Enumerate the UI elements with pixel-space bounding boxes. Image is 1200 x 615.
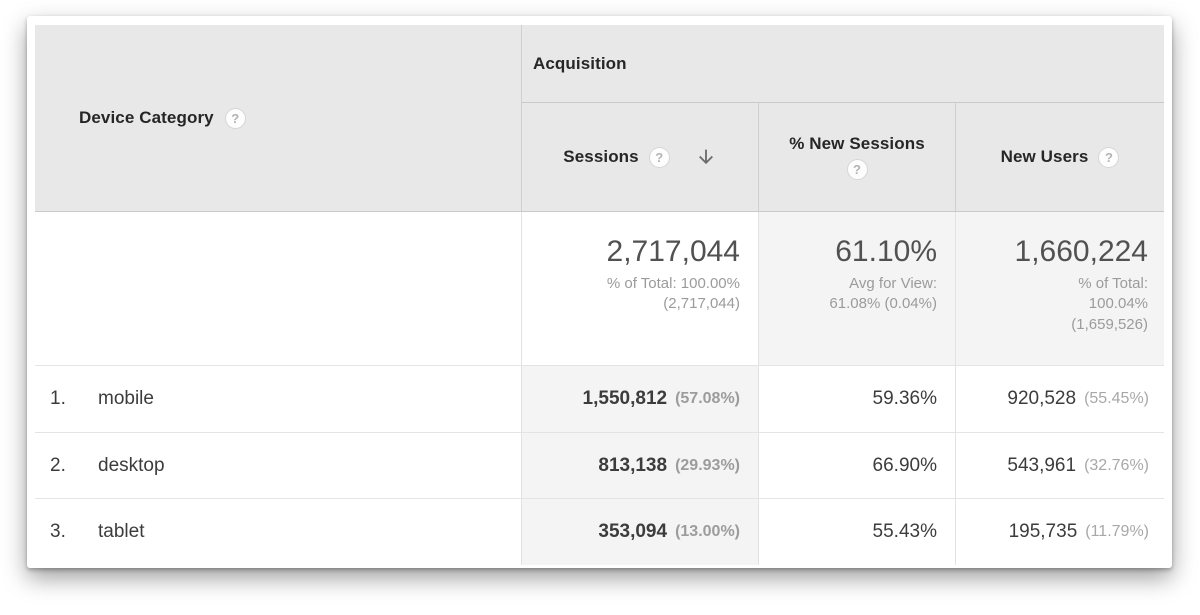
new-users-total: 1,660,224: [1014, 235, 1148, 268]
sessions-column-header[interactable]: Sessions ?: [522, 103, 759, 212]
row-index: 2.: [50, 454, 66, 476]
device-category-header: Device Category ?: [35, 25, 522, 212]
sessions-total: 2,717,044: [606, 235, 740, 268]
device-name: tablet: [98, 521, 145, 542]
sessions-cell: 1,550,812 (57.08%): [522, 366, 759, 433]
row-index: 1.: [50, 388, 66, 409]
sessions-value: 813,138: [598, 454, 668, 476]
summary-dimension-cell: [35, 212, 522, 366]
sessions-cell: 353,094 (13.00%): [522, 499, 759, 565]
sessions-percent: (13.00%): [675, 523, 740, 540]
device-name: mobile: [98, 388, 154, 409]
new-users-column-header-label[interactable]: New Users: [1000, 147, 1089, 166]
row-index: 3.: [50, 521, 66, 542]
percent-new-sessions-note: Avg for View: 61.08% (0.04%): [829, 274, 937, 313]
table-row-dimension: 3. tablet: [35, 499, 522, 565]
percent-new-sessions-cell: 55.43%: [759, 499, 956, 565]
sessions-percent: (29.93%): [675, 456, 740, 474]
sort-descending-icon[interactable]: [695, 146, 717, 168]
new-users-cell: 920,528 (55.45%): [956, 366, 1164, 433]
new-users-value: 920,528: [1007, 388, 1077, 409]
new-users-value: 543,961: [1007, 454, 1077, 476]
acquisition-device-table: Device Category ? Acquisition Sessions ?…: [35, 25, 1164, 565]
percent-new-sessions-column-header-label[interactable]: % New Sessions: [789, 134, 925, 153]
help-icon[interactable]: ?: [1098, 146, 1120, 168]
acquisition-group-header: Acquisition: [522, 25, 1164, 103]
help-icon[interactable]: ?: [846, 159, 868, 180]
sessions-column-header-label[interactable]: Sessions: [563, 147, 639, 166]
percent-new-sessions-cell: 66.90%: [759, 433, 956, 499]
percent-new-sessions-column-header[interactable]: % New Sessions ?: [759, 103, 956, 212]
percent-new-sessions-summary-cell: 61.10% Avg for View: 61.08% (0.04%): [759, 212, 956, 366]
new-users-percent: (55.45%): [1084, 390, 1149, 407]
sessions-percent: (57.08%): [675, 390, 740, 407]
table-row-dimension: 2. desktop: [35, 433, 522, 499]
new-users-percent: (11.79%): [1085, 523, 1149, 540]
new-users-percent: (32.76%): [1084, 456, 1149, 474]
percent-new-sessions-cell: 59.36%: [759, 366, 956, 433]
device-name: desktop: [98, 454, 165, 476]
sessions-summary-cell: 2,717,044 % of Total: 100.00% (2,717,044…: [522, 212, 759, 366]
new-users-column-header[interactable]: New Users ?: [956, 103, 1164, 212]
sessions-value: 353,094: [598, 521, 668, 542]
new-users-cell: 543,961 (32.76%): [956, 433, 1164, 499]
new-users-summary-cell: 1,660,224 % of Total: 100.04% (1,659,526…: [956, 212, 1164, 366]
acquisition-group-header-label: Acquisition: [533, 53, 627, 73]
percent-new-sessions-average: 61.10%: [835, 235, 937, 268]
percent-new-sessions-value: 55.43%: [872, 521, 937, 542]
device-category-header-label: Device Category: [79, 108, 214, 127]
new-users-value: 195,735: [1008, 521, 1078, 542]
help-icon[interactable]: ?: [648, 146, 670, 168]
new-users-total-note: % of Total: 100.04% (1,659,526): [1071, 274, 1148, 333]
help-icon[interactable]: ?: [224, 107, 246, 129]
sessions-value: 1,550,812: [582, 388, 668, 409]
new-users-cell: 195,735 (11.79%): [956, 499, 1164, 565]
sessions-cell: 813,138 (29.93%): [522, 433, 759, 499]
percent-new-sessions-value: 66.90%: [872, 454, 937, 476]
report-table-card: Device Category ? Acquisition Sessions ?…: [27, 16, 1172, 568]
sessions-total-note: % of Total: 100.00% (2,717,044): [606, 274, 740, 313]
table-row-dimension: 1. mobile: [35, 366, 522, 433]
percent-new-sessions-value: 59.36%: [872, 388, 937, 409]
